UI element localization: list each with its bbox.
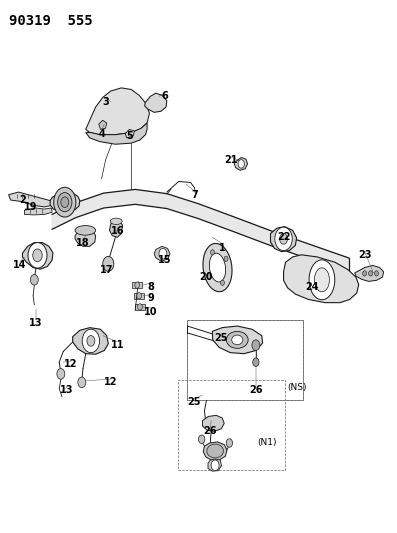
Polygon shape <box>86 123 147 144</box>
Polygon shape <box>50 192 80 212</box>
Ellipse shape <box>314 268 330 292</box>
Text: 26: 26 <box>249 385 262 395</box>
Polygon shape <box>86 88 149 135</box>
Circle shape <box>103 256 114 271</box>
Polygon shape <box>75 228 96 246</box>
Text: 16: 16 <box>111 226 124 236</box>
Text: 24: 24 <box>306 282 319 292</box>
Circle shape <box>275 227 292 251</box>
Circle shape <box>220 280 224 285</box>
Circle shape <box>374 271 378 276</box>
Polygon shape <box>99 120 107 130</box>
Text: 5: 5 <box>126 131 133 141</box>
Circle shape <box>58 192 72 212</box>
Polygon shape <box>154 246 170 261</box>
Circle shape <box>82 329 100 353</box>
Text: 9: 9 <box>148 293 154 303</box>
Text: 23: 23 <box>358 250 372 260</box>
Polygon shape <box>133 282 142 288</box>
Text: 25: 25 <box>215 333 228 343</box>
Text: 6: 6 <box>162 91 168 101</box>
Text: 20: 20 <box>199 272 212 282</box>
Circle shape <box>57 368 65 379</box>
Text: 14: 14 <box>13 261 27 270</box>
Polygon shape <box>135 293 144 299</box>
Circle shape <box>211 460 219 471</box>
Text: 21: 21 <box>224 155 238 165</box>
Circle shape <box>210 250 214 255</box>
Text: 18: 18 <box>76 238 90 247</box>
Circle shape <box>226 439 233 447</box>
Circle shape <box>87 336 95 346</box>
Circle shape <box>78 377 86 387</box>
Text: (NS): (NS) <box>287 383 306 392</box>
Text: 3: 3 <box>102 96 109 107</box>
Ellipse shape <box>309 260 335 300</box>
Circle shape <box>368 271 372 276</box>
Ellipse shape <box>110 218 122 224</box>
Text: 4: 4 <box>98 128 105 139</box>
Polygon shape <box>202 415 224 431</box>
Polygon shape <box>25 208 52 215</box>
Text: 13: 13 <box>60 385 74 395</box>
Text: 12: 12 <box>64 359 78 369</box>
Text: 10: 10 <box>144 306 158 317</box>
Circle shape <box>207 273 211 279</box>
Text: (N1): (N1) <box>257 439 276 448</box>
Circle shape <box>135 282 140 288</box>
Circle shape <box>30 274 38 285</box>
Circle shape <box>33 249 42 262</box>
Circle shape <box>279 233 287 244</box>
Text: 90319  555: 90319 555 <box>9 14 93 28</box>
Ellipse shape <box>232 335 243 345</box>
Ellipse shape <box>207 444 224 458</box>
Circle shape <box>252 340 260 351</box>
Circle shape <box>138 304 142 310</box>
Circle shape <box>28 243 47 268</box>
Circle shape <box>238 160 245 168</box>
Circle shape <box>224 256 228 262</box>
Polygon shape <box>135 304 145 310</box>
Polygon shape <box>355 265 384 281</box>
Polygon shape <box>212 326 262 354</box>
Circle shape <box>363 271 367 276</box>
Polygon shape <box>52 189 349 273</box>
Polygon shape <box>73 328 108 354</box>
Circle shape <box>159 248 167 259</box>
Text: 11: 11 <box>111 340 124 350</box>
Text: 12: 12 <box>104 377 118 387</box>
Polygon shape <box>203 442 227 460</box>
Ellipse shape <box>203 244 232 292</box>
Polygon shape <box>23 243 53 269</box>
Text: 19: 19 <box>23 202 37 212</box>
Ellipse shape <box>209 253 225 282</box>
Polygon shape <box>270 227 297 252</box>
Text: 8: 8 <box>148 282 154 292</box>
Text: 26: 26 <box>204 426 217 437</box>
Text: 1: 1 <box>219 243 225 253</box>
Text: 2: 2 <box>19 195 26 205</box>
Circle shape <box>61 197 69 207</box>
Text: 25: 25 <box>187 397 200 407</box>
Text: 17: 17 <box>100 265 114 274</box>
Circle shape <box>137 293 142 299</box>
Circle shape <box>54 187 76 217</box>
Polygon shape <box>208 459 222 471</box>
Polygon shape <box>283 255 359 303</box>
Ellipse shape <box>226 332 248 349</box>
Circle shape <box>198 435 205 443</box>
Ellipse shape <box>75 225 96 235</box>
Polygon shape <box>125 130 135 138</box>
Text: 22: 22 <box>277 232 290 243</box>
Polygon shape <box>110 221 123 237</box>
Text: 7: 7 <box>191 190 198 200</box>
Polygon shape <box>9 192 54 207</box>
Polygon shape <box>234 158 248 170</box>
Text: 13: 13 <box>29 318 42 328</box>
Text: 15: 15 <box>158 255 172 264</box>
Polygon shape <box>145 93 167 112</box>
Circle shape <box>253 358 259 367</box>
